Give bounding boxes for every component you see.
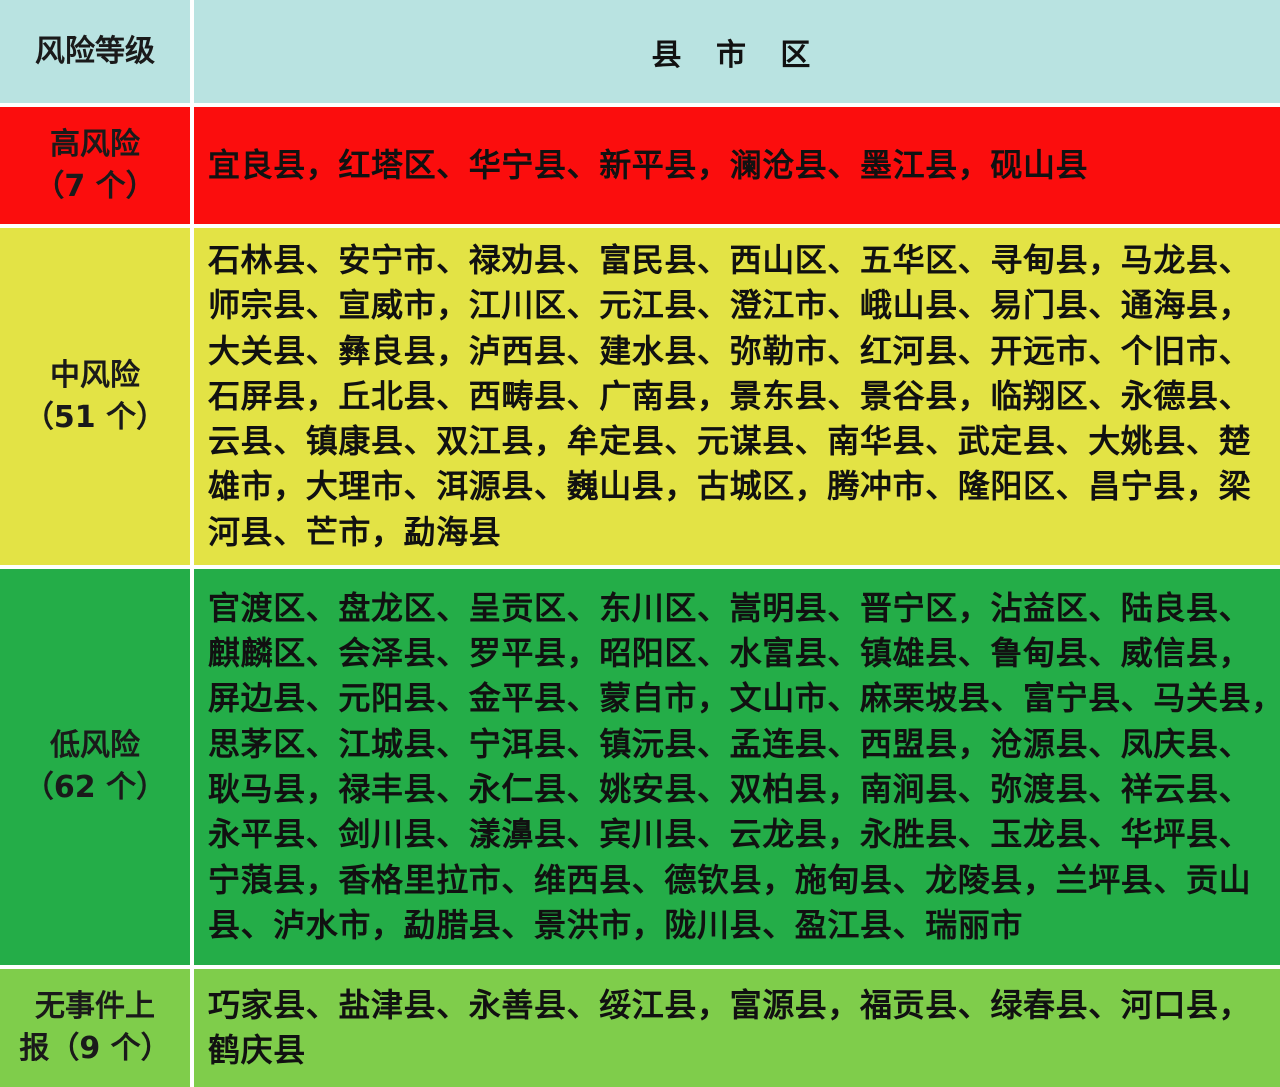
header-risk-level: 风险等级 (0, 0, 190, 103)
areas-line: 雄市，大理市、洱源县、巍山县，古城区，腾冲市、隆阳区、昌宁县，梁 (208, 467, 1252, 506)
areas-line: 麒麟区、会泽县、罗平县，昭阳区、水富县、镇雄县、鲁甸县、威信县， (208, 634, 1252, 673)
risk-level-cell: 中风险 （51 个） (0, 228, 190, 565)
row-medium-risk: 中风险 （51 个） 石林县、安宁市、禄劝县、富民县、西山区、五华区、寻甸县，马龙县… (0, 228, 1280, 565)
areas-cell: 巧家县、盐津县、永善县、绥江县，富源县，福贡县、绿春县、河口县， 鹤庆县 (194, 969, 1280, 1087)
row-low-risk: 低风险 （62 个） 官渡区、盘龙区、呈贡区、东川区、嵩明县、晋宁区，沾益区、陆良县… (0, 569, 1280, 965)
areas-cell: 宜良县，红塔区、华宁县、新平县，澜沧县、墨江县，砚山县 (194, 107, 1280, 224)
areas-line: 云县、镇康县、双江县，牟定县、元谋县、南华县、武定县、大姚县、楚 (208, 422, 1252, 461)
risk-level-label: 报（9 个） (19, 1031, 171, 1066)
risk-level-cell: 高风险 （7 个） (0, 107, 190, 224)
areas-line: 师宗县、宣威市，江川区、元江县、澄江市、峨山县、易门县、通海县， (208, 286, 1252, 325)
risk-level-cell: 低风险 （62 个） (0, 569, 190, 965)
areas-cell: 石林县、安宁市、禄劝县、富民县、西山区、五华区、寻甸县，马龙县、 师宗县、宣威市，… (194, 228, 1280, 565)
areas-line: 县、泸水市，勐腊县、景洪市，陇川县、盈江县、瑞丽市 (208, 905, 1024, 944)
risk-level-label: 低风险 (50, 728, 140, 763)
areas-cell: 官渡区、盘龙区、呈贡区、东川区、嵩明县、晋宁区，沾益区、陆良县、 麒麟区、会泽县、… (194, 569, 1280, 965)
areas-line: 耿马县，禄丰县、永仁县、姚安县、双柏县，南涧县、弥渡县、祥云县、 (208, 770, 1252, 808)
header-risk-level-label: 风险等级 (35, 33, 155, 69)
areas-line: 思茅区、江城县、宁洱县、镇沅县、孟连县、西盟县，沧源县、凤庆县、 (208, 724, 1252, 763)
areas-line: 巧家县、盐津县、永善县、绥江县，富源县，福贡县、绿春县、河口县， (208, 985, 1252, 1024)
areas-line: 石屏县，丘北县、西畴县、广南县，景东县、景谷县，临翔区、永德县、 (208, 376, 1252, 415)
risk-level-cell: 无事件上报（9 个） (0, 969, 190, 1087)
areas-line: 宁蒗县，香格里拉市、维西县、德钦县，施甸县、龙陵县，兰坪县、贡山 (208, 860, 1252, 899)
row-no-event: 无事件上 报（9 个） 巧家县、盐津县、永善县、绥江县，富源县，福贡县、绿春县、河口… (0, 969, 1280, 1087)
risk-level-label: （7 个） (34, 168, 156, 204)
risk-level-label: （51 个） (23, 399, 167, 435)
risk-level-label: （62 个） (23, 770, 167, 805)
areas-line: 鹤庆县 (208, 1031, 306, 1069)
risk-level-label: 无事件上 (35, 989, 155, 1024)
areas-line: 屏边县、元阳县、金平县、蒙自市，文山市、麻栗坡县、富宁县、马关县， (208, 679, 1280, 718)
risk-level-label: 高风险 (50, 126, 140, 162)
areas-line: 宜良县，红塔区、华宁县、新平县，澜沧县、墨江县，砚山县 (208, 145, 1089, 184)
header-areas: 县 市 区 (194, 0, 1280, 103)
table-header-row: 风险等级 县 市 区 (0, 0, 1280, 103)
areas-line: 永平县、剑川县、漾濞县、宾川县、云龙县，永胜县、玉龙县、华坪县、 (208, 815, 1252, 854)
areas-line: 河县、芒市，勐海县 (208, 512, 502, 551)
areas-line: 石林县、安宁市、禄劝县、富民县、西山区、五华区、寻甸县，马龙县、 (208, 240, 1252, 279)
header-areas-label: 县 市 区 (651, 37, 823, 73)
areas-line: 官渡区、盘龙区、呈贡区、东川区、嵩明县、晋宁区，沾益区、陆良县、 (208, 588, 1252, 627)
risk-level-label: 中风险 (50, 357, 140, 393)
areas-line: 大关县、彝良县，泸西县、建水县、弥勒市、红河县、开远市、个旧市、 (208, 331, 1252, 370)
row-high-risk: 高风险 （7 个） 宜良县，红塔区、华宁县、新平县，澜沧县、墨江县，砚山县 (0, 107, 1280, 224)
